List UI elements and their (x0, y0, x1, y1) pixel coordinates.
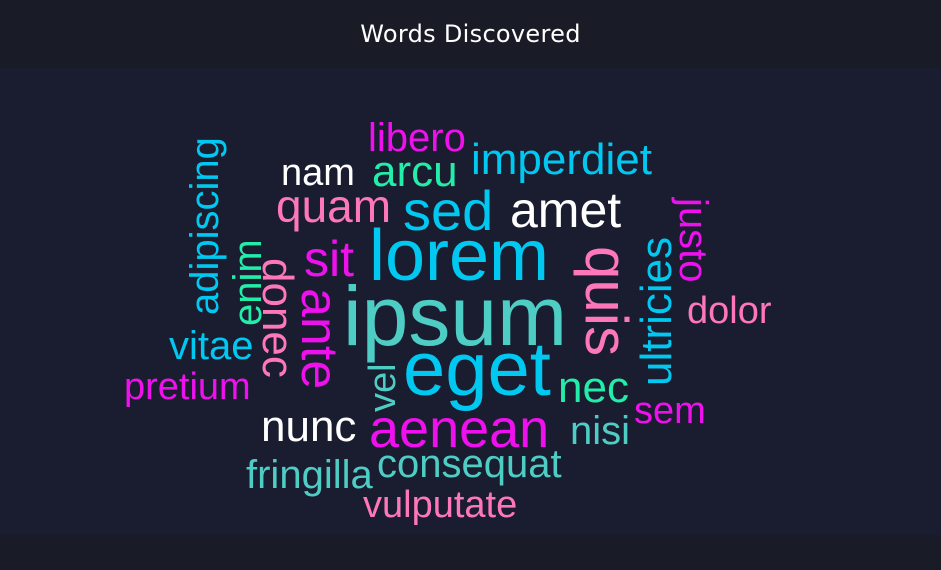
word-nam: nam (281, 152, 355, 194)
word-libero: libero (368, 116, 466, 160)
word-consequat: consequat (377, 442, 562, 486)
header: Words Discovered (0, 0, 941, 68)
word-vulputate: vulputate (363, 484, 518, 526)
word-nec: nec (558, 363, 629, 412)
word-fringilla: fringilla (246, 453, 373, 497)
word-ante: ante (290, 288, 348, 390)
word-amet: amet (510, 182, 622, 238)
page-title: Words Discovered (360, 20, 581, 48)
word-quam: quam (276, 180, 392, 232)
word-aenean: aenean (369, 399, 550, 459)
word-sit: sit (304, 231, 354, 287)
word-dolor: dolor (687, 290, 772, 332)
word-nisi: nisi (570, 409, 631, 453)
word-ipsum: ipsum (343, 269, 568, 363)
word-quis: quis (573, 246, 640, 357)
word-lorem: lorem (369, 216, 550, 296)
word-cloud: libero nam arcu imperdiet quam sed amet … (0, 68, 941, 535)
word-nunc: nunc (261, 402, 357, 451)
word-imperdiet: imperdiet (471, 135, 652, 184)
word-vitae: vitae (169, 324, 254, 368)
word-pretium: pretium (124, 366, 251, 408)
word-arcu: arcu (372, 147, 458, 196)
word-adipiscing: adipiscing (183, 137, 227, 315)
word-sed: sed (403, 179, 494, 242)
word-eget: eget (403, 327, 551, 412)
word-justo: justo (671, 198, 715, 283)
word-sem: sem (634, 390, 706, 432)
footer-bar (0, 535, 941, 570)
